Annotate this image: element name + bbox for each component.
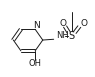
Text: S: S	[69, 31, 75, 41]
Text: O: O	[81, 19, 88, 28]
Text: NH: NH	[57, 31, 69, 40]
Text: N: N	[33, 21, 40, 30]
Text: O: O	[59, 19, 66, 28]
Text: OH: OH	[29, 59, 42, 68]
